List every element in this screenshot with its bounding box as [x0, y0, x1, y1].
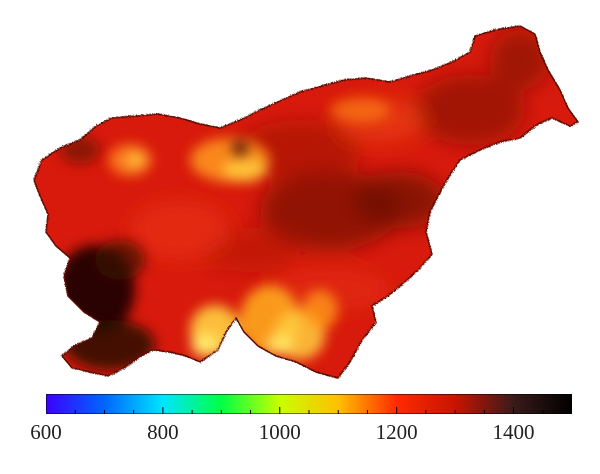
- colorbar-tick-label: 1200: [375, 420, 418, 444]
- choropleth-map: [33, 25, 580, 379]
- colorbar-gradient: [46, 394, 572, 414]
- colorbar-ticks: [46, 407, 572, 414]
- colorbar-tick-labels: 600 800 1000 1200 1400: [0, 420, 600, 456]
- colorbar-tick-label: 600: [30, 420, 62, 444]
- colorbar-svg: [46, 394, 572, 414]
- colorbar-tick-label: 1000: [258, 420, 301, 444]
- colorbar: [46, 394, 572, 414]
- slovenia-map-svg: [33, 25, 580, 379]
- map-fill: [34, 26, 578, 378]
- colorbar-tick-label: 800: [147, 420, 179, 444]
- country-border: [33, 25, 580, 379]
- colorbar-tick-label: 1400: [492, 420, 535, 444]
